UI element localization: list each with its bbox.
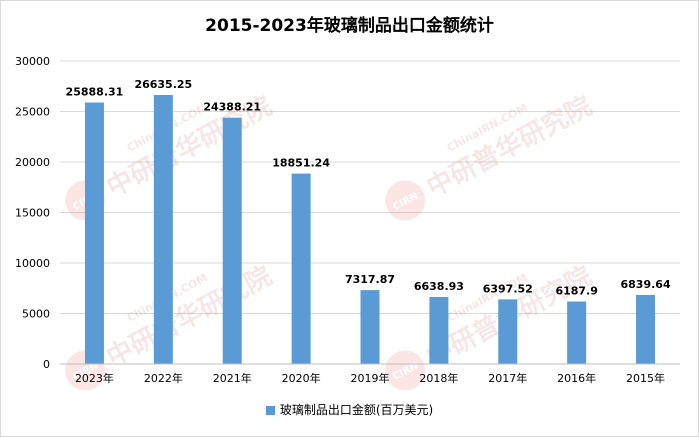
data-label: 6839.64 <box>621 278 671 291</box>
data-label: 25888.31 <box>66 86 124 99</box>
bar <box>222 117 242 364</box>
bar <box>636 294 656 364</box>
x-tick-label: 2018年 <box>419 371 458 385</box>
y-tick-label: 5000 <box>22 308 50 321</box>
x-tick-label: 2023年 <box>75 371 114 385</box>
data-label: 18851.24 <box>272 157 330 170</box>
bar <box>153 94 173 364</box>
bar <box>84 102 104 364</box>
y-tick-label: 20000 <box>15 156 50 169</box>
x-tick-label: 2020年 <box>282 371 321 385</box>
bar <box>429 296 449 364</box>
x-tick-label: 2016年 <box>557 371 596 385</box>
y-tick-label: 10000 <box>15 257 50 270</box>
bar <box>498 299 518 364</box>
watermark-logo-icon <box>385 350 426 391</box>
legend-label: 玻璃制品出口金额(百万美元) <box>279 403 434 417</box>
chart-title: 2015-2023年玻璃制品出口金额统计 <box>205 16 494 36</box>
data-label: 7317.87 <box>345 273 395 286</box>
axes: 0 5000 10000 15000 20000 25000 30000 2023年 2022年… <box>15 55 680 385</box>
y-tick-label: 25000 <box>15 106 50 119</box>
data-label: 6187.9 <box>555 285 597 298</box>
watermark-logo-icon <box>385 180 426 221</box>
y-tick-label: 15000 <box>15 207 50 220</box>
bar <box>291 173 311 364</box>
x-tick-label: 2021年 <box>213 371 252 385</box>
data-label: 6638.93 <box>414 280 464 293</box>
y-tick-label: 0 <box>43 358 50 371</box>
bars <box>84 94 656 364</box>
data-labels: 25888.31 26635.25 24388.21 18851.24 7317.87 6… <box>66 78 671 298</box>
legend: 玻璃制品出口金额(百万美元) <box>1 401 698 418</box>
x-tick-label: 2017年 <box>488 371 527 385</box>
data-label: 26635.25 <box>134 78 192 91</box>
bar <box>567 301 587 364</box>
x-tick-label: 2019年 <box>351 371 390 385</box>
legend-swatch <box>265 406 275 415</box>
y-tick-label: 30000 <box>15 55 50 68</box>
data-label: 24388.21 <box>203 101 261 114</box>
x-tick-label: 2015年 <box>626 371 665 385</box>
bar <box>360 290 380 364</box>
data-label: 6397.52 <box>483 282 533 295</box>
x-tick-label: 2022年 <box>144 371 183 385</box>
